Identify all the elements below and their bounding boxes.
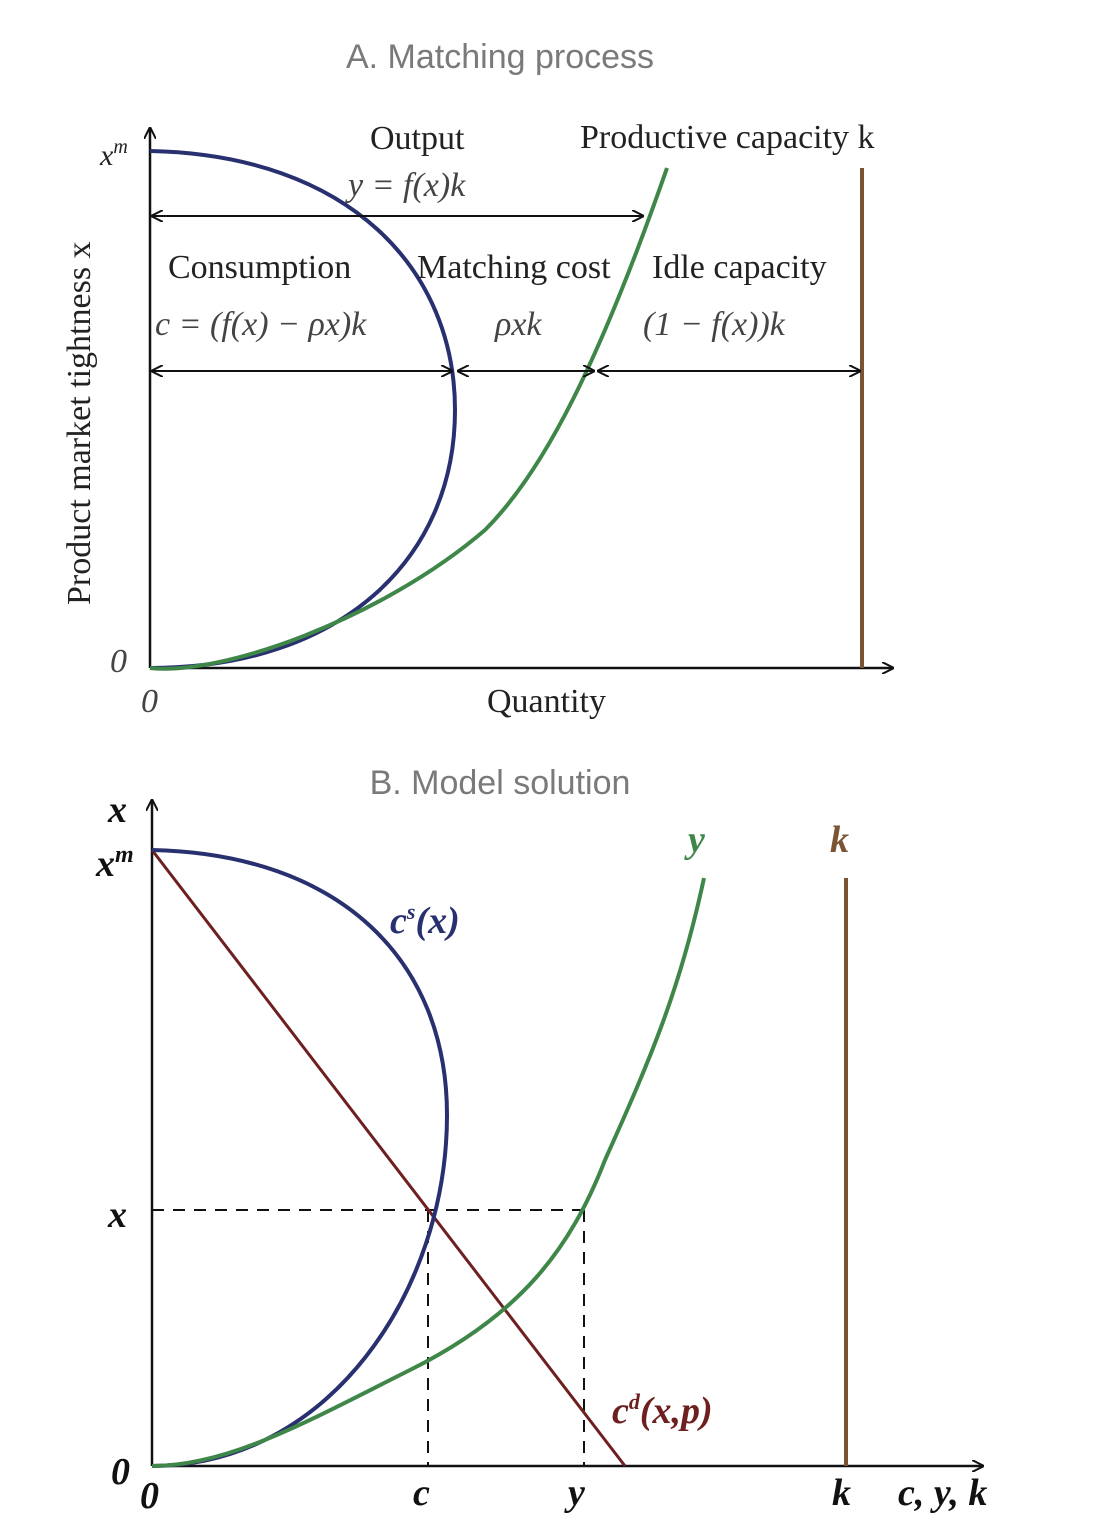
panel-a-consumption-label: Consumption (168, 249, 351, 286)
panel-a-matching-cost-label: Matching cost (417, 249, 611, 286)
panel-b-y-axis-label: x (107, 789, 127, 831)
panel-b-y-curve-label: y (684, 819, 705, 861)
panel-b-x-axis-label: c, y, k (898, 1472, 987, 1514)
panel-b-origin-y: 0 (111, 1451, 130, 1493)
panel-b-y-mid-tick: x (107, 1194, 127, 1236)
panel-a-output-label: Output (370, 120, 465, 157)
panel-a-title: A. Matching process (345, 38, 655, 76)
panel-b-x-tick-y: y (564, 1472, 585, 1514)
panel-b-k-line-label: k (830, 819, 849, 861)
panel-b-x-tick-c: c (413, 1472, 430, 1514)
panel-a-origin-y: 0 (110, 643, 127, 680)
panel-a-capacity-label: Productive capacity k (580, 119, 875, 156)
panel-a-y-top-tick: xm (99, 136, 128, 172)
panel-b-cs-curve (151, 848, 450, 1468)
panel-a: Product market tightness x Quantity 0 0 … (61, 119, 893, 720)
panel-a-output-formula: y = f(x)k (345, 167, 466, 204)
panel-a-idle-formula: (1 − f(x))k (643, 306, 786, 343)
panel-a-consumption-curve (149, 149, 458, 670)
panel-b-title: B. Model solution (369, 764, 631, 802)
panel-a-consumption-formula: c = (f(x) − ρx)k (155, 306, 367, 343)
panel-b-x-tick-k: k (832, 1472, 851, 1514)
panel-b-cd-label: cd(x,p) (612, 1389, 713, 1432)
panel-b-cs-label: cs(x) (390, 899, 460, 942)
panel-a-origin-x: 0 (141, 683, 158, 720)
panel-b: x xm x 0 0 c y k c, y, k cs(x) cd(x,p) y… (95, 789, 987, 1517)
panel-b-y-top-tick: xm (95, 842, 134, 885)
panel-b-origin-x: 0 (140, 1475, 159, 1517)
panel-a-x-axis-label: Quantity (487, 683, 606, 720)
panel-a-output-curve (149, 167, 669, 671)
panel-a-idle-label: Idle capacity (652, 249, 827, 286)
panel-b-demand-line (150, 849, 627, 1467)
panel-b-output-curve (151, 877, 706, 1468)
panel-a-y-axis-label: Product market tightness x (61, 241, 98, 605)
panel-a-matching-cost-formula: ρxk (494, 306, 542, 343)
